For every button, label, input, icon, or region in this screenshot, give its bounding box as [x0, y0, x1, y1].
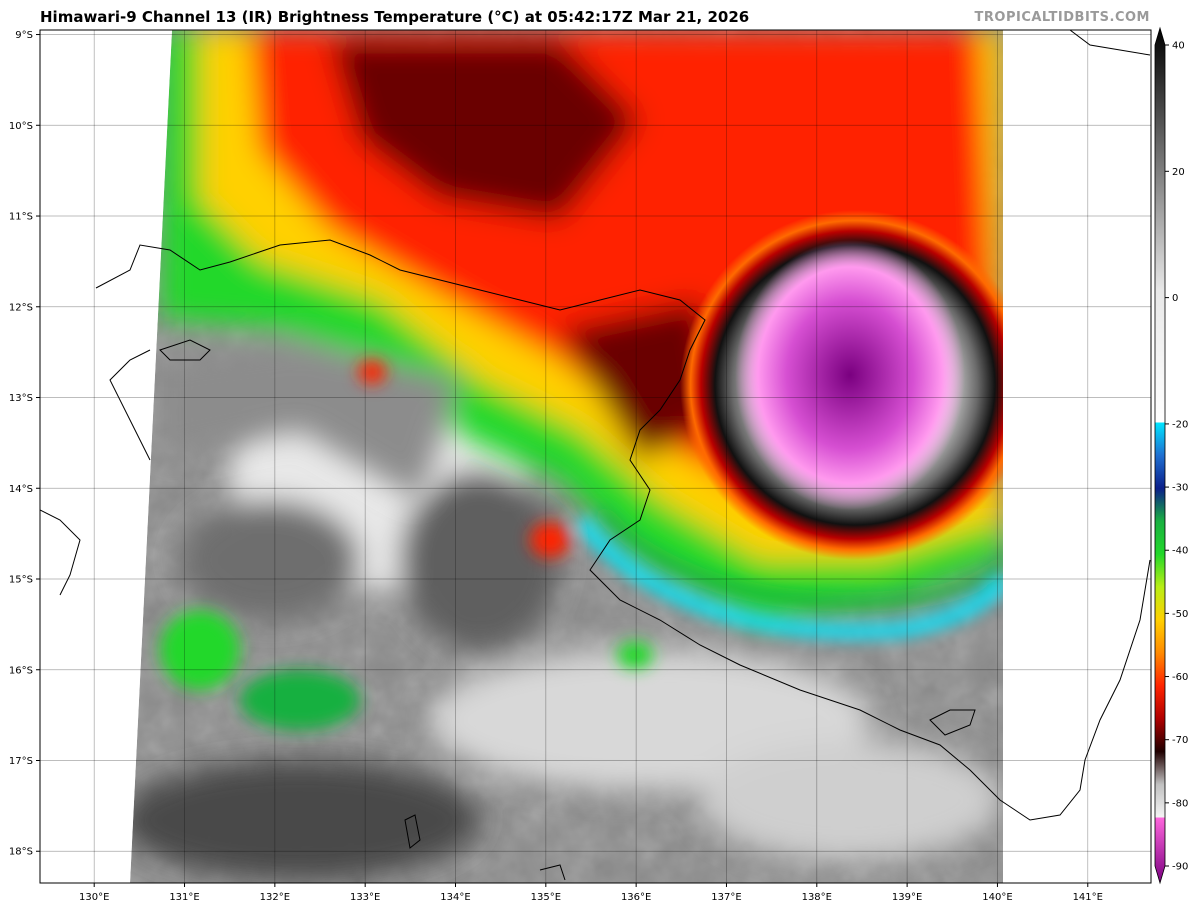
lat-tick-label: 10°S — [9, 121, 33, 132]
source-credit: TROPICALTIDBITS.COM — [974, 10, 1150, 25]
lon-tick-label: 130°E — [79, 892, 109, 903]
outer-rainband — [160, 360, 1003, 730]
colorbar-tick-label: 0 — [1172, 293, 1178, 304]
lat-tick-label: 12°S — [9, 302, 33, 313]
colorbar-tick-label: -80 — [1172, 798, 1188, 809]
colorbar-tick-label: -20 — [1172, 419, 1188, 430]
lon-tick-label: 139°E — [892, 892, 922, 903]
colorbar-tick-label: -60 — [1172, 672, 1188, 683]
colorbar-tick-label: -70 — [1172, 735, 1188, 746]
lat-tick-label: 15°S — [9, 575, 33, 586]
lon-tick-label: 135°E — [531, 892, 561, 903]
chart-title: Himawari-9 Channel 13 (IR) Brightness Te… — [40, 8, 750, 26]
lon-tick-label: 140°E — [982, 892, 1012, 903]
colorbar-tick-label: -90 — [1172, 862, 1188, 873]
colorbar-tick-label: -40 — [1172, 546, 1188, 557]
lon-tick-label: 133°E — [350, 892, 380, 903]
lat-tick-label: 16°S — [9, 665, 33, 676]
colorbar-tick-label: -50 — [1172, 609, 1188, 620]
graticule — [40, 30, 1151, 883]
longitude-ticks: 130°E 131°E 132°E 133°E 134°E 135°E 136°E 137°E… — [79, 883, 1103, 903]
lon-tick-label: 132°E — [260, 892, 290, 903]
lat-tick-label: 14°S — [9, 484, 33, 495]
lon-tick-label: 134°E — [440, 892, 470, 903]
colorbar-ticks: 40 20 0 -20 -30 -40 -50 -60 -70 -80 -90 — [1165, 41, 1188, 873]
colorbar-tick-label: -30 — [1172, 483, 1188, 494]
map-frame — [39, 29, 1152, 884]
imagery-layer — [40, 30, 1151, 883]
colorbar-tick-label: 20 — [1172, 167, 1185, 178]
lon-tick-label: 131°E — [169, 892, 199, 903]
latitude-ticks: 9°S 10°S 11°S 12°S 13°S 14°S 15°S 16°S 17°S 18°S — [9, 30, 40, 858]
lat-tick-label: 9°S — [15, 30, 33, 41]
lon-tick-label: 141°E — [1073, 892, 1103, 903]
colorbar: 40 20 0 -20 -30 -40 -50 -60 -70 -80 -90 — [1154, 26, 1188, 885]
lat-tick-label: 17°S — [9, 756, 33, 767]
coastlines — [40, 30, 1151, 881]
lon-tick-label: 137°E — [711, 892, 741, 903]
lon-tick-label: 138°E — [802, 892, 832, 903]
lat-tick-label: 13°S — [9, 393, 33, 404]
lon-tick-label: 136°E — [621, 892, 651, 903]
colorbar-scale — [1154, 26, 1166, 885]
lat-tick-label: 11°S — [9, 212, 33, 223]
cyclone-cold-core — [735, 240, 965, 510]
lat-tick-label: 18°S — [9, 847, 33, 858]
colorbar-tick-label: 40 — [1172, 41, 1185, 52]
